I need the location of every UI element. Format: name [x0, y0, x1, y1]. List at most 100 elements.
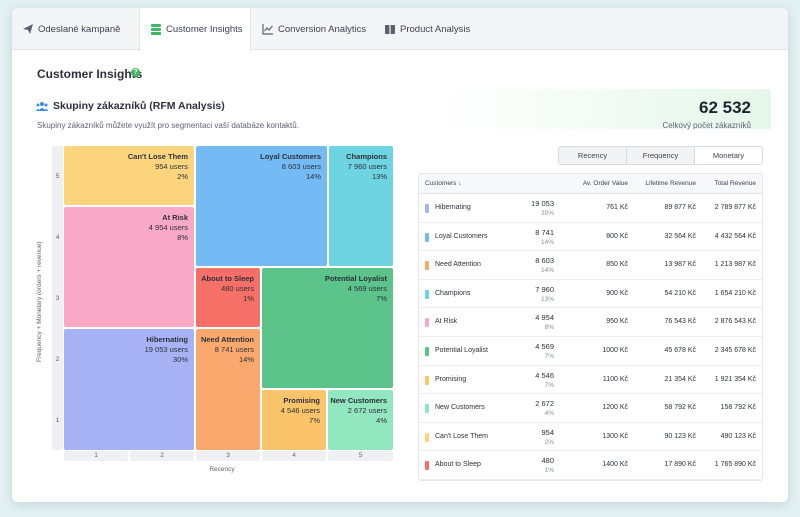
segment-users: 2 672 users: [347, 406, 387, 415]
segment-name: Promising: [435, 375, 467, 383]
lifetime-revenue-value: 17 890 Kč: [664, 461, 696, 469]
aov-value: 800 Kč: [606, 232, 628, 240]
gift-box-icon: [385, 25, 395, 34]
segment-users: 4 569 users: [347, 284, 387, 293]
segment-name: At Risk: [162, 213, 188, 222]
total-revenue-value: 2 345 678 Kč: [714, 347, 756, 354]
lifetime-revenue-value: 54 210 Kč: [664, 289, 696, 297]
toggle-monetary[interactable]: Monetary: [695, 147, 762, 164]
help-icon[interactable]: ?: [131, 68, 140, 77]
x-tick: 2: [130, 451, 194, 461]
segment-name: Champions: [435, 289, 471, 297]
segment-pct: 4%: [376, 416, 387, 425]
segment-pct: 14%: [305, 172, 321, 181]
table-row[interactable]: At Risk 4 954 8% 950 Kč 76 543 Kč 2 876 543 K…: [419, 308, 762, 337]
table-row[interactable]: Champions 7 960 13% 900 Kč 54 210 Kč 1 654 21…: [419, 280, 762, 309]
segment-name: About to Sleep: [201, 274, 254, 283]
table-row[interactable]: Potential Loyalist 4 569 7% 1000 Kč 45 678 K…: [419, 337, 762, 366]
segment-champions[interactable]: Champions 7 960 users 13%: [329, 146, 393, 266]
column-header-total-revenue: Total Revenue: [714, 180, 756, 187]
total-revenue-value: 1 654 210 Kč: [714, 289, 756, 297]
segment-name: Need Attention: [200, 335, 254, 344]
segment-name: Loyal Customers: [260, 152, 321, 161]
segment-promising[interactable]: Promising 4 546 users 7%: [262, 390, 326, 450]
aov-value: 850 Kč: [606, 261, 628, 269]
segment-name: New Customers: [330, 396, 387, 405]
paper-plane-icon: [23, 24, 33, 34]
segment-loyal-customers[interactable]: Loyal Customers 8 603 users 14%: [196, 146, 327, 266]
segment-users: 19 053 users: [144, 345, 188, 354]
segment-pct: 7%: [544, 353, 554, 360]
table-row[interactable]: Loyal Customers 8 741 14% 800 Kč 32 564 Kč 4 …: [419, 223, 762, 252]
segment-name: Hibernating: [146, 335, 188, 344]
tab-label: Customer Insights: [166, 24, 243, 35]
segment-users: 4 546 users: [280, 406, 320, 415]
tab-customer-insights[interactable]: Customer Insights: [139, 8, 251, 51]
aov-value: 900 Kč: [606, 289, 628, 297]
segment-users: 7 960 users: [347, 162, 387, 171]
segment-hibernating[interactable]: Hibernating 19 053 users 30%: [64, 329, 194, 450]
segment-color-swatch: [425, 232, 429, 242]
segment-about-to-sleep[interactable]: About to Sleep 480 users 1%: [196, 268, 260, 327]
x-tick: 3: [196, 451, 260, 461]
tab-conversion-analytics[interactable]: Conversion Analytics: [252, 8, 374, 50]
segment-pct: 7%: [376, 294, 387, 303]
segment-color-swatch: [425, 204, 429, 213]
aov-value: 1200 Kč: [602, 404, 628, 412]
segment-name: Potential Loyalist: [435, 347, 488, 354]
segment-cant-lose-them[interactable]: Can't Lose Them 954 users 2%: [64, 146, 194, 205]
segment-users: 4 569: [535, 342, 554, 351]
segment-name: Promising: [283, 396, 320, 405]
segment-users: 4 954 users: [148, 223, 188, 232]
segment-name: Hibernating: [435, 204, 471, 211]
segment-potential-loyalist[interactable]: Potential Loyalist 4 569 users 7%: [262, 268, 393, 388]
lifetime-revenue-value: 21 354 Kč: [664, 375, 696, 383]
segment-color-swatch: [425, 375, 429, 385]
toggle-recency[interactable]: Recency: [559, 147, 627, 164]
segment-name: Can't Lose Them: [435, 432, 488, 440]
total-revenue-value: 158 792 Kč: [720, 404, 756, 412]
segment-pct: 2%: [544, 438, 554, 446]
segment-name: New Customers: [435, 404, 485, 412]
segment-name: Need Attention: [435, 261, 481, 269]
toggle-frequency[interactable]: Frequency: [627, 147, 695, 164]
tab-bar: Odeslané kampaně Customer Insights Conve…: [12, 8, 788, 51]
segment-color-swatch: [425, 347, 429, 356]
table-row[interactable]: Hibernating 19 053 30% 761 Kč 89 877 Kč 2 789…: [419, 194, 762, 223]
rfm-section-title: Skupiny zákazníků (RFM Analysis): [53, 100, 225, 112]
total-revenue-value: 2 876 543 Kč: [714, 318, 756, 326]
lifetime-revenue-value: 13 987 Kč: [664, 261, 696, 269]
total-revenue-value: 490 123 Kč: [720, 432, 756, 440]
y-tick: 2: [55, 356, 60, 363]
column-header-customers[interactable]: Customers ↓: [425, 180, 462, 187]
y-tick: 5: [55, 173, 60, 180]
segment-users: 480 users: [221, 284, 254, 293]
table-row[interactable]: About to Sleep 480 1% 1400 Kč 17 890 Kč 1 765…: [419, 451, 762, 480]
segment-need-attention[interactable]: Need Attention 8 741 users 14%: [196, 329, 260, 450]
aov-value: 761 Kč: [606, 204, 628, 211]
segment-users: 8 741: [535, 227, 554, 237]
segment-pct: 30%: [172, 355, 188, 364]
segment-new-customers[interactable]: New Customers 2 672 users 4%: [328, 390, 393, 450]
tab-odeslane-kampane[interactable]: Odeslané kampaně: [12, 8, 138, 50]
segment-pct: 4%: [544, 410, 554, 418]
segment-users: 8 741 users: [214, 345, 254, 354]
segment-pct: 8%: [544, 324, 554, 332]
lifetime-revenue-value: 45 678 Kč: [664, 347, 696, 354]
segment-color-swatch: [425, 289, 429, 299]
segment-users: 480: [541, 456, 554, 466]
y-tick: 3: [55, 295, 60, 302]
segment-users: 7 960: [535, 284, 554, 294]
total-revenue-value: 1 213 987 Kč: [714, 261, 756, 269]
table-row[interactable]: New Customers 2 672 4% 1200 Kč 58 792 Kč 158 …: [419, 394, 762, 423]
lifetime-revenue-value: 58 792 Kč: [664, 404, 696, 412]
table-row[interactable]: Can't Lose Them 954 2% 1300 Kč 90 123 Kč 490 …: [419, 423, 762, 452]
table-row[interactable]: Promising 4 546 7% 1100 Kč 21 354 Kč 1 921 35…: [419, 366, 762, 395]
app-window: Odeslané kampaně Customer Insights Conve…: [12, 8, 788, 502]
column-header-aov: Av. Order Value: [582, 180, 628, 187]
y-tick: 4: [55, 234, 60, 241]
table-row[interactable]: Need Attention 8 603 14% 850 Kč 13 987 Kč 1 2…: [419, 251, 762, 280]
tab-product-analysis[interactable]: Product Analysis: [374, 8, 484, 50]
segment-at-risk[interactable]: At Risk 4 954 users 8%: [64, 207, 194, 327]
segment-name: Potential Loyalist: [324, 274, 387, 283]
